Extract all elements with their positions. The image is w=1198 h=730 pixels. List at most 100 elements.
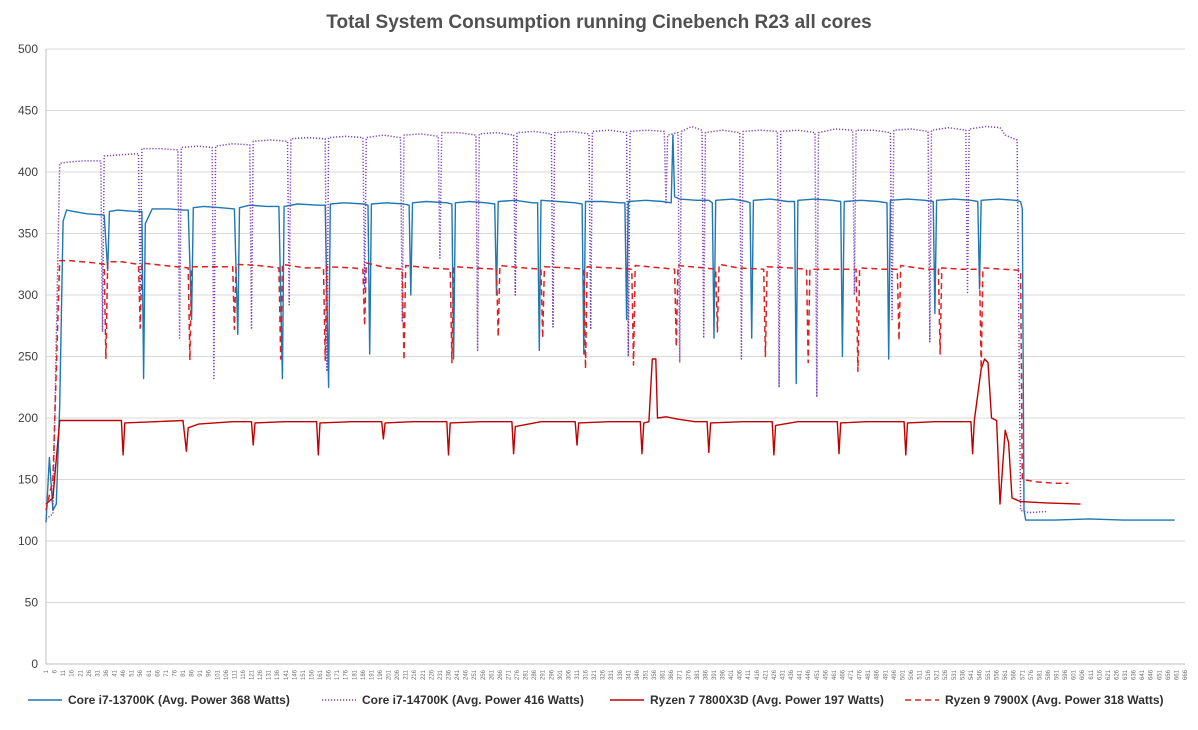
x-tick-label: 596 — [1063, 669, 1069, 680]
x-tick-label: 341 — [626, 669, 632, 680]
x-tick-label: 246 — [464, 669, 470, 680]
x-tick-label: 576 — [1029, 669, 1035, 680]
x-tick-label: 391 — [712, 669, 718, 680]
x-tick-label: 56 — [138, 669, 144, 676]
x-tick-label: 566 — [1012, 669, 1018, 680]
y-tick-label: 400 — [18, 165, 38, 179]
x-tick-label: 506 — [909, 669, 915, 680]
x-tick-label: 156 — [309, 669, 315, 680]
x-tick-label: 51 — [130, 669, 136, 676]
x-tick-label: 26 — [87, 669, 93, 676]
x-tick-label: 241 — [455, 669, 461, 680]
x-tick-label: 281 — [524, 669, 530, 680]
x-tick-label: 531 — [952, 669, 958, 680]
x-tick-label: 541 — [969, 669, 975, 680]
x-tick-label: 186 — [361, 669, 367, 680]
x-tick-label: 381 — [695, 669, 701, 680]
axes — [45, 49, 1185, 665]
x-tick-label: 451 — [815, 669, 821, 680]
x-tick-label: 476 — [858, 669, 864, 680]
legend-label-1: Core i7-13700K (Avg. Power 368 Watts) — [68, 693, 290, 707]
x-tick-label: 131 — [267, 669, 273, 680]
x-tick-label: 491 — [883, 669, 889, 680]
x-tick-label: 321 — [592, 669, 598, 680]
x-tick-label: 211 — [404, 669, 410, 679]
x-tick-label: 96 — [207, 669, 213, 676]
y-tick-label: 50 — [25, 596, 39, 610]
x-tick-label: 336 — [618, 669, 624, 680]
x-tick-label: 236 — [447, 669, 453, 680]
x-tick-label: 656 — [1166, 669, 1172, 680]
x-tick-label: 11 — [61, 669, 67, 676]
x-tick-label: 401 — [729, 669, 735, 680]
chart-title: Total System Consumption running Cineben… — [326, 12, 872, 33]
x-tick-label: 136 — [275, 669, 281, 680]
x-tick-label: 636 — [1132, 669, 1138, 680]
x-tick-label: 206 — [395, 669, 401, 680]
x-tick-label: 151 — [301, 669, 307, 680]
x-tick-label: 6 — [53, 669, 59, 673]
y-tick-label: 350 — [18, 227, 38, 241]
x-tick-label: 251 — [472, 669, 478, 680]
x-tick-label: 181 — [352, 669, 358, 680]
x-tick-label: 631 — [1123, 669, 1129, 680]
series-line-2 — [45, 125, 1047, 520]
x-tick-label: 441 — [798, 669, 804, 680]
x-tick-label: 526 — [943, 669, 949, 680]
x-tick-label: 376 — [686, 669, 692, 680]
y-axis-ticks: 0 50 100 150 200 250 300 350 400 450 500 — [18, 42, 38, 671]
y-tick-label: 500 — [18, 42, 38, 56]
x-tick-label: 641 — [1140, 669, 1146, 680]
x-tick-label: 536 — [960, 669, 966, 680]
x-tick-label: 266 — [498, 669, 504, 680]
x-tick-label: 361 — [661, 669, 667, 680]
x-tick-label: 646 — [1149, 669, 1155, 680]
x-tick-label: 221 — [421, 669, 427, 680]
x-tick-label: 1 — [44, 669, 50, 673]
x-tick-label: 661 — [1174, 669, 1180, 680]
x-tick-label: 396 — [721, 669, 727, 680]
x-tick-label: 61 — [147, 669, 153, 676]
x-tick-label: 271 — [506, 669, 512, 680]
x-tick-label: 601 — [1072, 669, 1078, 680]
x-tick-label: 426 — [772, 669, 778, 680]
x-tick-label: 571 — [1020, 669, 1026, 680]
x-tick-label: 286 — [532, 669, 538, 680]
y-tick-label: 450 — [18, 104, 38, 118]
x-tick-label: 41 — [113, 669, 119, 676]
x-tick-label: 521 — [935, 669, 941, 680]
x-tick-label: 501 — [900, 669, 906, 680]
y-tick-label: 100 — [18, 534, 38, 548]
x-tick-label: 421 — [763, 669, 769, 680]
x-tick-label: 216 — [412, 669, 418, 680]
x-tick-label: 411 — [746, 669, 752, 679]
x-tick-label: 111 — [232, 669, 238, 679]
x-tick-label: 166 — [327, 669, 333, 680]
series-line-4 — [45, 259, 1069, 511]
series-line-1 — [45, 134, 1175, 523]
x-tick-label: 351 — [643, 669, 649, 680]
x-tick-label: 141 — [284, 669, 290, 680]
x-tick-label: 196 — [378, 669, 384, 680]
x-tick-label: 231 — [438, 669, 444, 680]
x-tick-label: 86 — [190, 669, 196, 676]
x-tick-label: 471 — [849, 669, 855, 680]
x-tick-label: 171 — [335, 669, 341, 680]
x-tick-label: 276 — [515, 669, 521, 680]
x-tick-label: 71 — [164, 669, 170, 676]
legend: Core i7-13700K (Avg. Power 368 Watts) Cor… — [28, 693, 1164, 707]
x-tick-label: 326 — [601, 669, 607, 680]
x-tick-label: 581 — [1037, 669, 1043, 680]
x-tick-label: 21 — [78, 669, 84, 676]
x-tick-label: 311 — [575, 669, 581, 679]
x-tick-label: 191 — [369, 669, 375, 680]
x-tick-label: 486 — [875, 669, 881, 680]
x-tick-label: 316 — [584, 669, 590, 680]
gridlines — [46, 48, 1185, 603]
x-tick-label: 561 — [1003, 669, 1009, 680]
x-tick-label: 436 — [789, 669, 795, 680]
x-tick-label: 481 — [866, 669, 872, 680]
series-line-3 — [45, 358, 1081, 505]
legend-label-4: Ryzen 9 7900X (Avg. Power 318 Watts) — [945, 693, 1164, 707]
